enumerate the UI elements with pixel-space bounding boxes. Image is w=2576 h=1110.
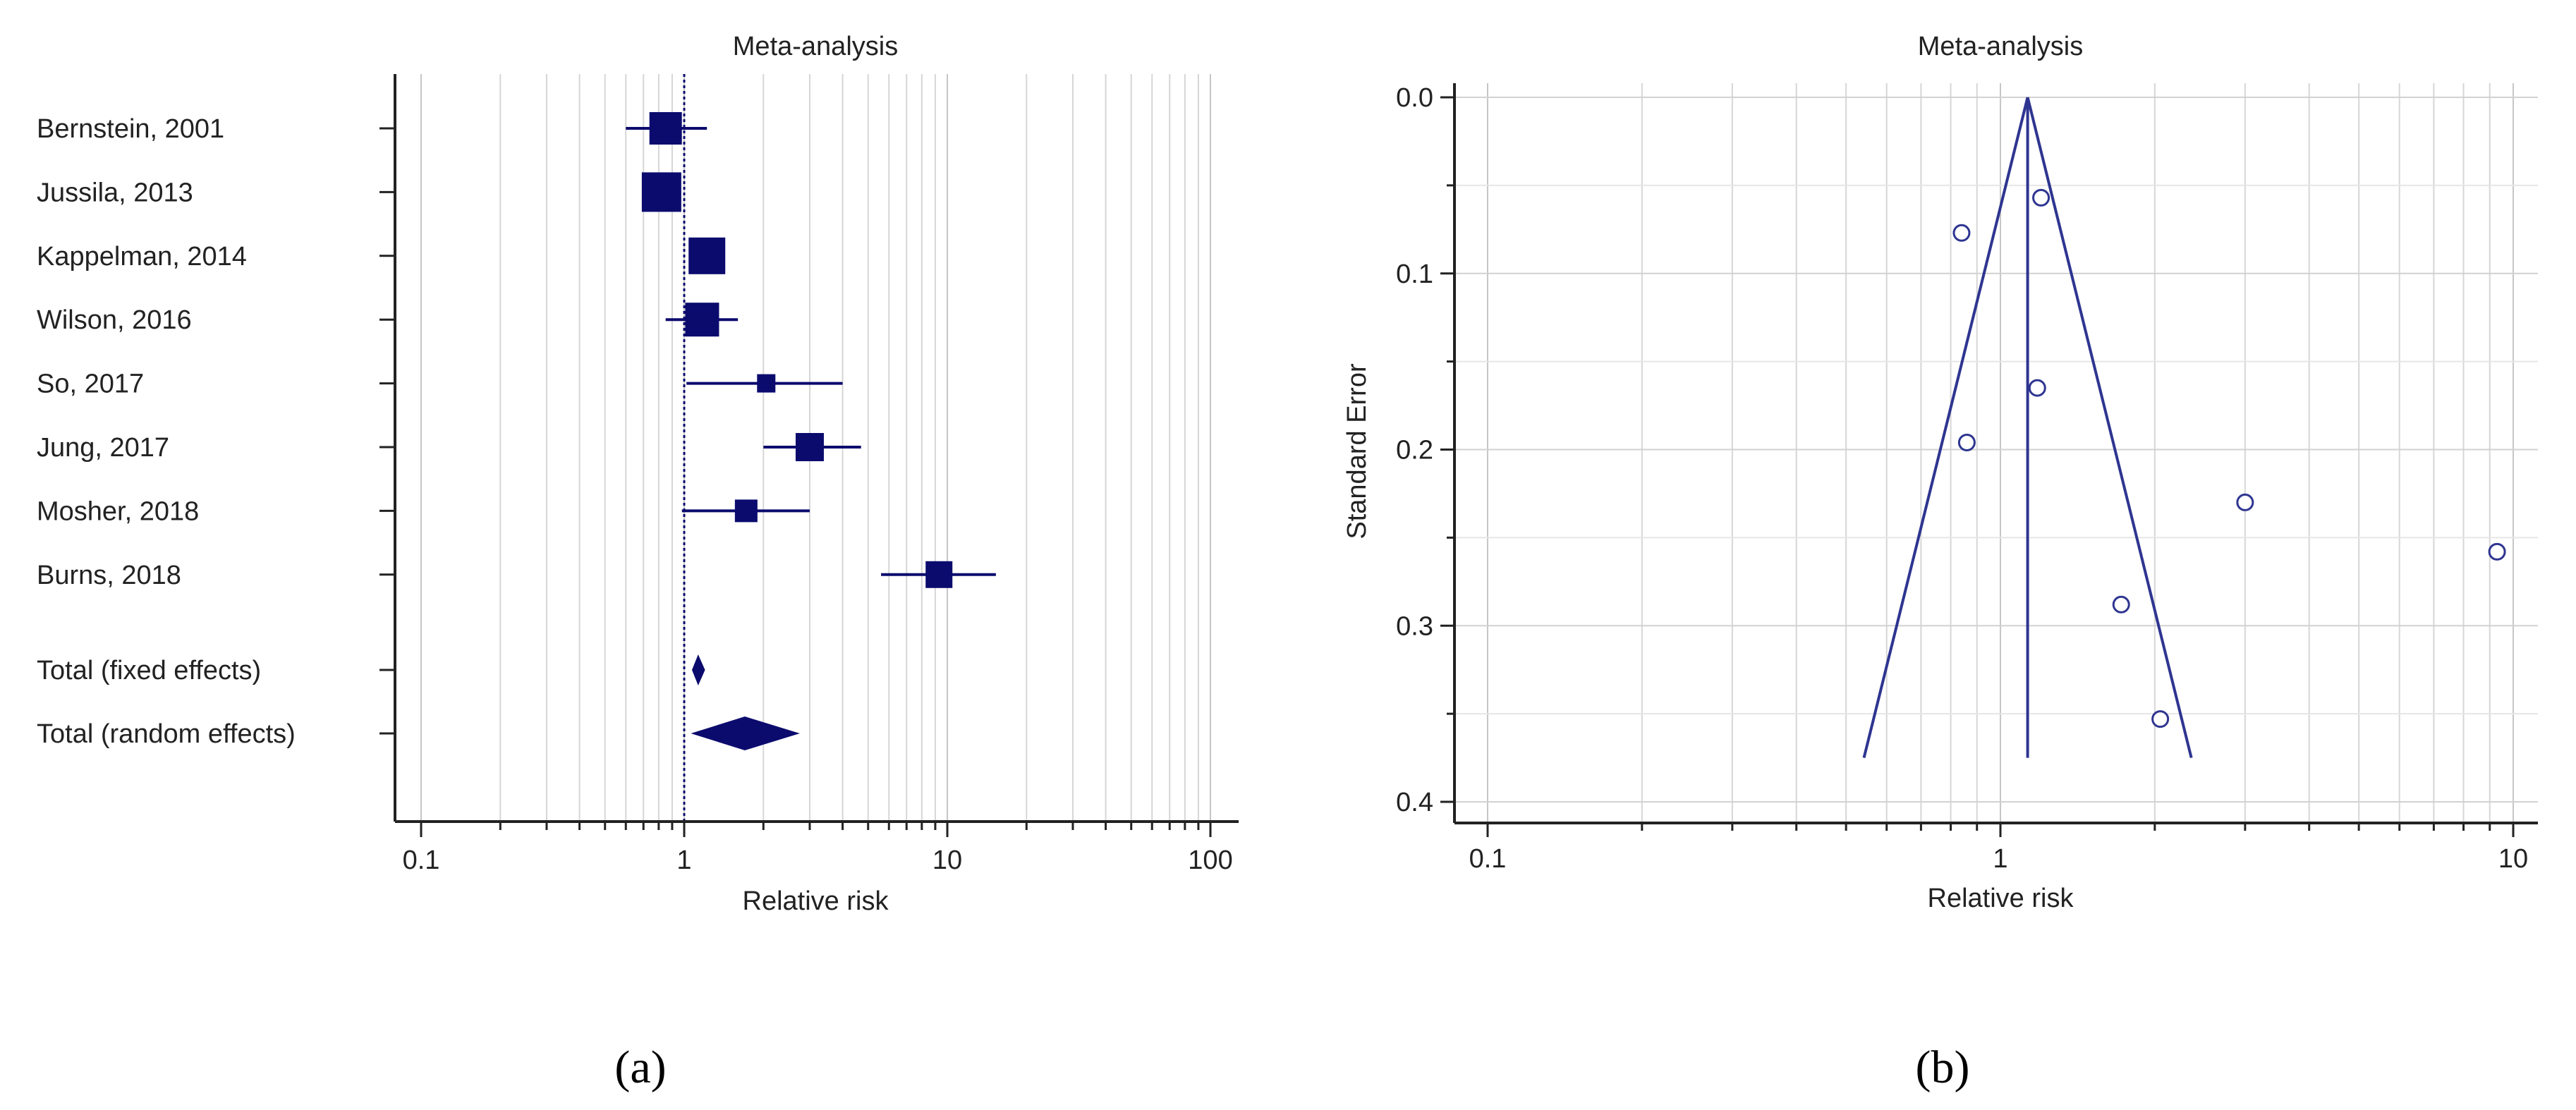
study-row: Mosher, 2018 — [37, 496, 810, 526]
study-marker — [795, 433, 824, 461]
funnel-plot-panel: 0.1 1 10 0.0 0.1 0.2 0.3 0.4 Meta-analysis Rel… — [1342, 32, 2538, 1093]
forest-x-axis-label: Relative risk — [743, 886, 889, 916]
study-label: Jussila, 2013 — [37, 178, 193, 207]
total-row: Total (random effects) — [37, 716, 800, 750]
funnel-y-ticks: 0.0 0.1 0.2 0.3 0.4 — [1396, 83, 1454, 817]
x-tick-label: 100 — [1188, 846, 1232, 875]
study-row: Bernstein, 2001 — [37, 112, 707, 145]
study-point — [2151, 710, 2170, 728]
funnel-x-ticks: 0.1 1 10 — [1469, 823, 2528, 874]
study-row: Wilson, 2016 — [37, 303, 739, 337]
forest-plot-panel: Bernstein, 2001 Jussila, 2013 Kappelman, 2… — [37, 32, 1239, 1093]
x-tick-label: 10 — [2498, 844, 2528, 874]
total-row: Total (fixed effects) — [37, 654, 705, 685]
funnel-grid — [1454, 83, 2538, 823]
study-label: Wilson, 2016 — [37, 305, 192, 335]
y-tick-label: 0.1 — [1396, 260, 1433, 289]
study-marker — [641, 172, 681, 212]
study-marker — [757, 374, 776, 393]
x-tick-label: 0.1 — [1469, 844, 1507, 874]
panel-label-b: (b) — [1916, 1042, 1970, 1093]
x-tick-label: 1 — [676, 846, 691, 875]
study-point — [2236, 493, 2254, 511]
forest-axes — [379, 74, 1239, 823]
forest-rows: Bernstein, 2001 Jussila, 2013 Kappelman, 2… — [37, 112, 996, 750]
study-label: Bernstein, 2001 — [37, 114, 224, 144]
study-row: Jussila, 2013 — [37, 172, 681, 212]
funnel-points — [1952, 188, 2506, 728]
panel-label-a: (a) — [614, 1042, 666, 1093]
study-marker — [685, 303, 719, 337]
study-point — [1957, 434, 1976, 452]
y-tick-label: 0.0 — [1396, 83, 1433, 113]
funnel-title: Meta-analysis — [1918, 32, 2083, 61]
study-marker — [734, 499, 758, 523]
funnel-lines — [1862, 97, 2193, 759]
total-label: Total (random effects) — [37, 719, 296, 749]
study-point — [1952, 224, 1971, 242]
forest-title: Meta-analysis — [733, 32, 898, 61]
study-row: So, 2017 — [37, 370, 843, 399]
x-tick-label: 0.1 — [403, 846, 440, 875]
study-point — [2112, 595, 2130, 614]
x-tick-label: 10 — [932, 846, 962, 875]
y-tick-label: 0.2 — [1396, 436, 1433, 465]
study-point — [2032, 188, 2051, 207]
funnel-left-limit — [1862, 97, 2029, 759]
study-row: Jung, 2017 — [37, 433, 861, 463]
y-tick-label: 0.3 — [1396, 611, 1433, 641]
study-label: Burns, 2018 — [37, 561, 181, 590]
funnel-axes — [1453, 83, 2538, 824]
study-row: Burns, 2018 — [37, 561, 996, 590]
study-point — [2028, 379, 2046, 397]
funnel-x-axis-label: Relative risk — [1928, 884, 2074, 913]
pooled-estimate-diamond — [691, 654, 705, 685]
study-point — [2488, 542, 2506, 561]
study-label: Kappelman, 2014 — [37, 242, 247, 272]
study-row: Kappelman, 2014 — [37, 237, 726, 274]
study-marker — [925, 561, 953, 588]
pooled-estimate-diamond — [691, 716, 800, 750]
forest-x-ticks: 0.1 1 10 100 — [403, 822, 1233, 875]
study-marker — [649, 112, 682, 145]
study-label: Jung, 2017 — [37, 433, 169, 463]
study-label: Mosher, 2018 — [37, 496, 199, 526]
funnel-y-axis-label: Standard Error — [1342, 363, 1372, 539]
study-marker — [688, 237, 726, 274]
y-tick-label: 0.4 — [1396, 788, 1433, 817]
total-label: Total (fixed effects) — [37, 656, 261, 685]
funnel-right-limit — [2026, 97, 2193, 759]
x-tick-label: 1 — [1993, 844, 2007, 874]
study-label: So, 2017 — [37, 370, 144, 399]
